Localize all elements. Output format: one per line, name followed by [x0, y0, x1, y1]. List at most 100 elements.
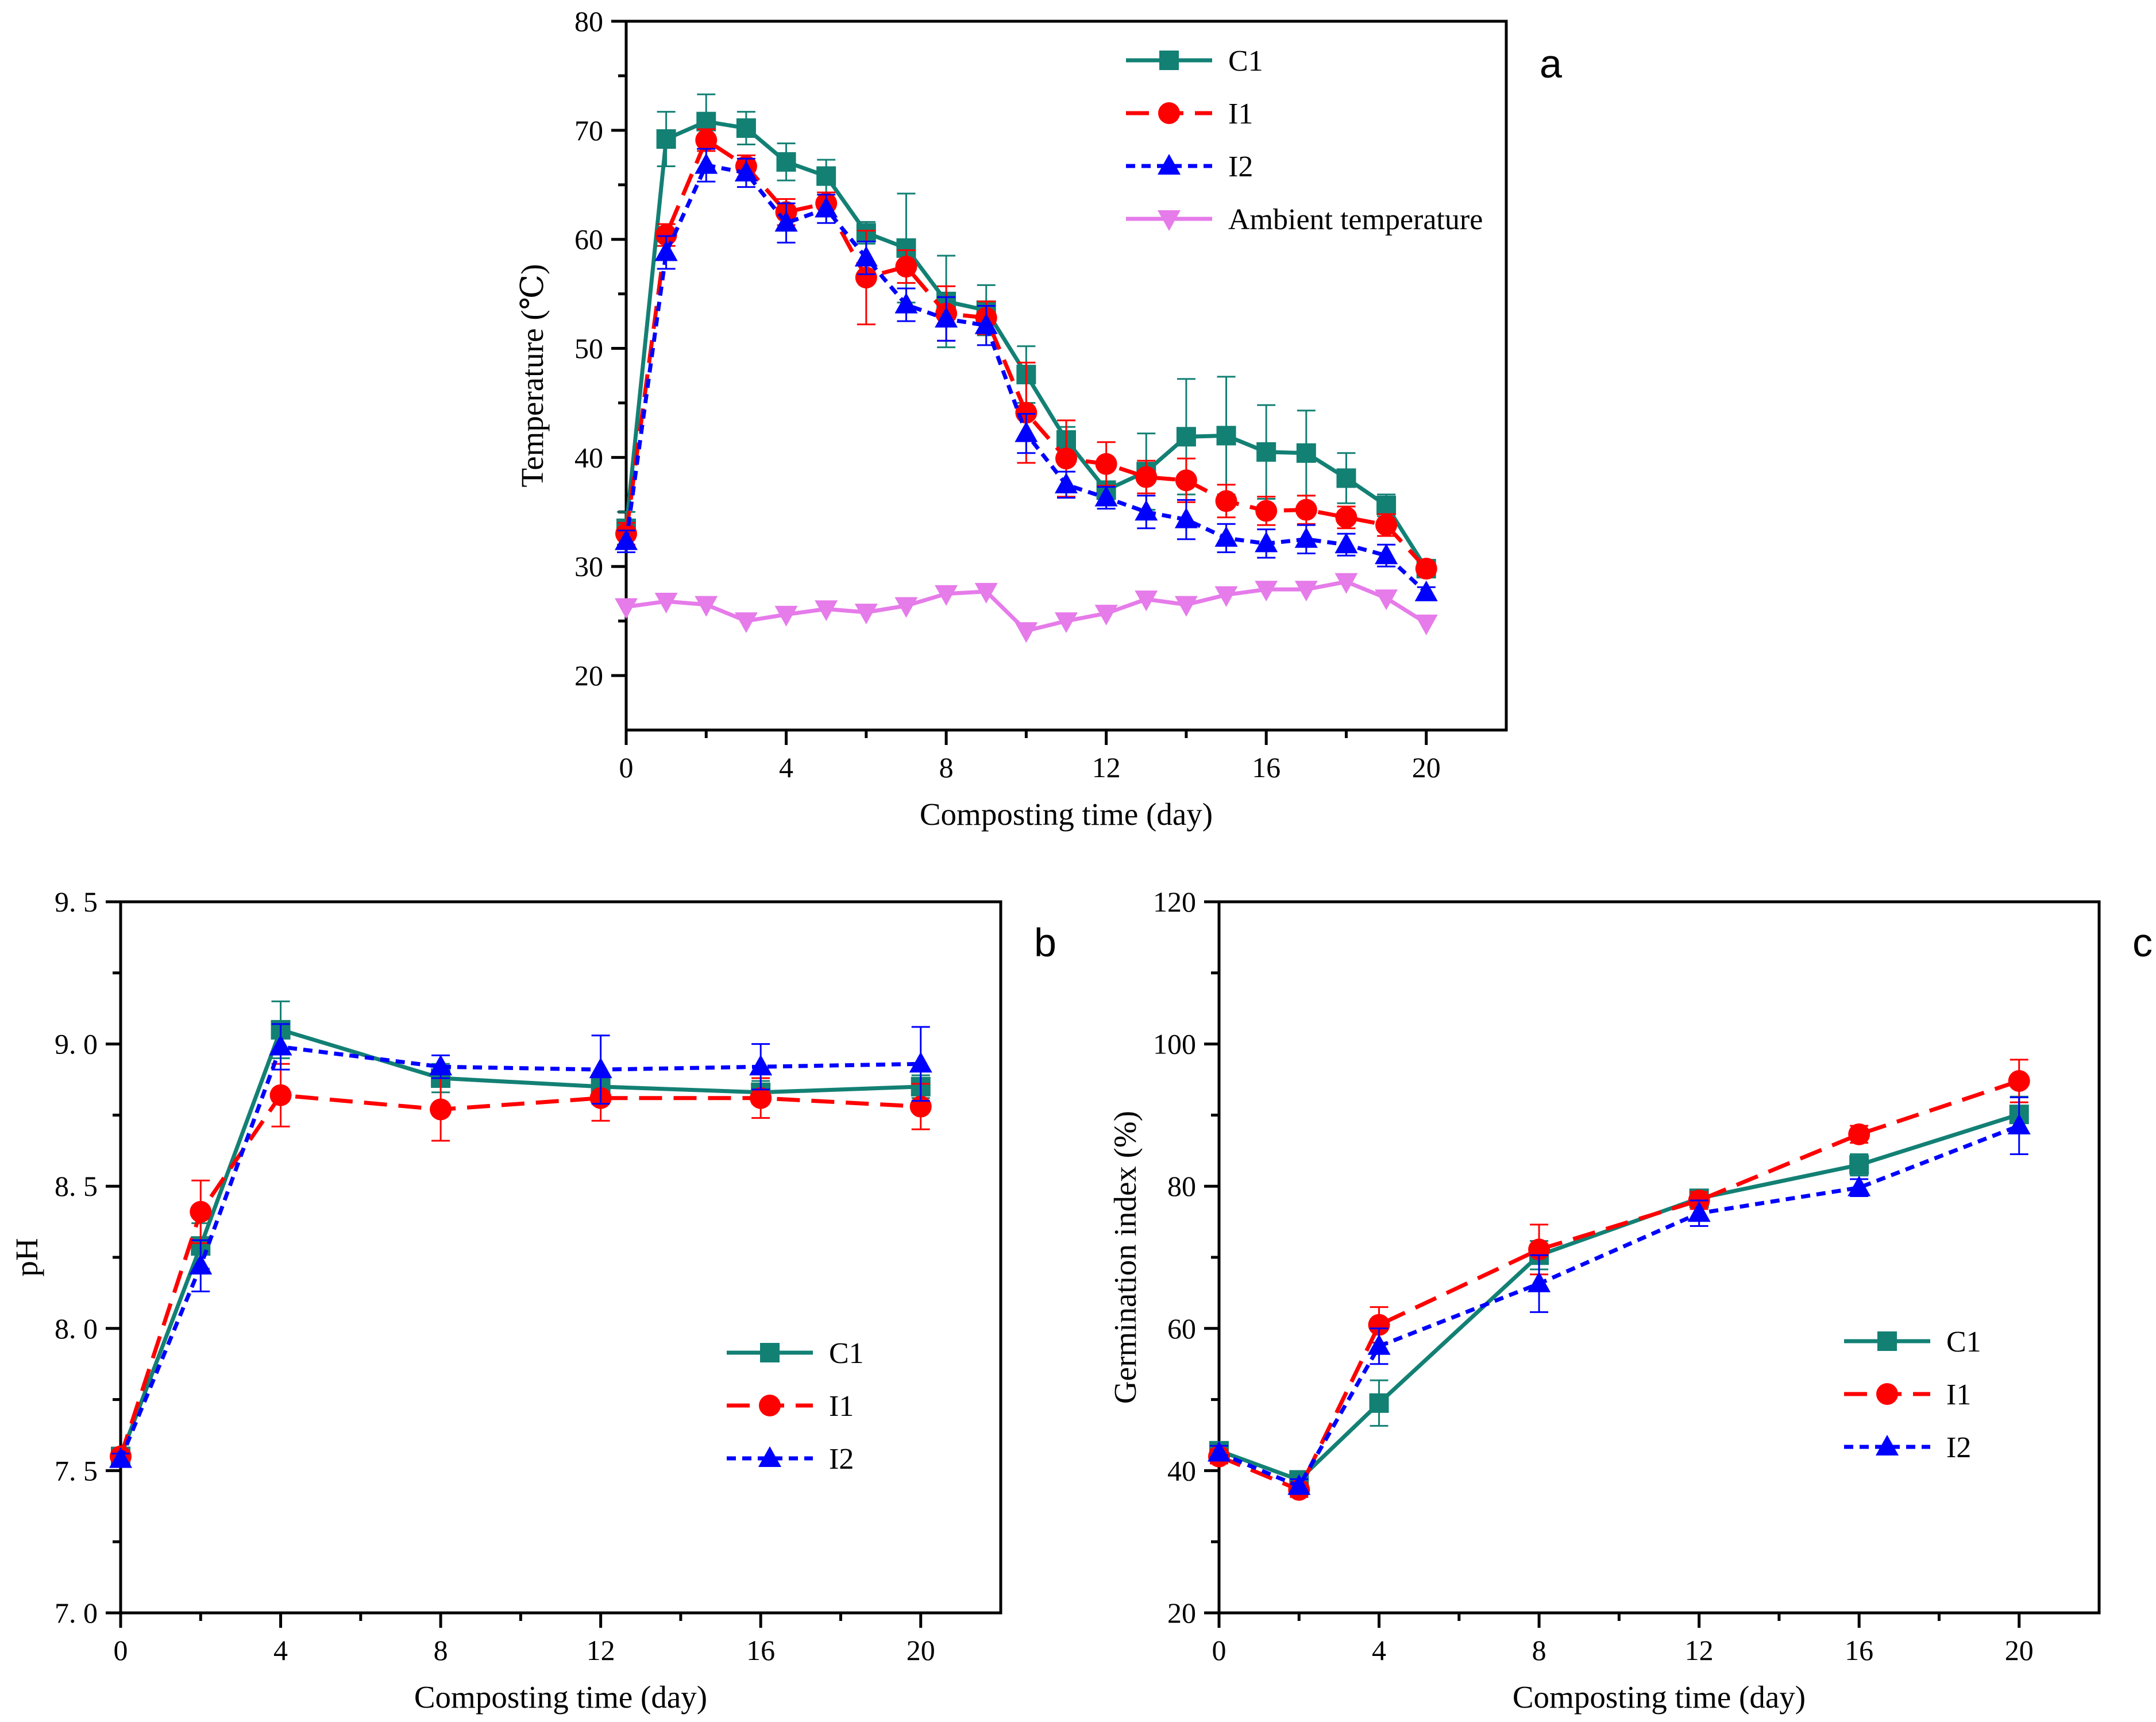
panel-a-c1-point: [1176, 427, 1196, 447]
panel-c-i2-point: [1528, 1271, 1551, 1292]
panel-b-i2-point: [429, 1055, 453, 1076]
panel-a-legend-label: I2: [1228, 150, 1253, 183]
panel-c-y-tick-label: 60: [1167, 1312, 1196, 1345]
panel-c-x-tick-label: 8: [1532, 1634, 1546, 1666]
panel-a-plot-frame: [624, 20, 1508, 732]
panel-a-y-axis-title: Temperature (℃): [515, 264, 550, 487]
panel-c-x-tick-label: 16: [1845, 1634, 1873, 1666]
panel-b-i2-point: [749, 1055, 773, 1076]
panel-b-i2-point: [269, 1034, 292, 1056]
panel-b-y-tick-label: 9. 0: [55, 1028, 98, 1060]
panel-b-series-c1: [111, 1000, 931, 1466]
panel-a-i2-point: [974, 313, 998, 334]
panel-a-series: [615, 93, 1438, 643]
panel-a-i2-point: [1294, 527, 1318, 548]
panel-b-legend-label: I2: [829, 1443, 854, 1476]
panel-c-i2-point: [1848, 1175, 1871, 1196]
panel-a-x-axis-title: Composting time (day): [920, 797, 1213, 832]
panel-c-x-tick-label: 12: [1685, 1634, 1714, 1666]
panel-a-legend-label: I1: [1228, 98, 1253, 130]
panel-b-x-axis-title: Composting time (day): [414, 1679, 707, 1715]
panel-b-i2-point: [909, 1052, 932, 1073]
panel-b-i2-point: [589, 1057, 612, 1079]
panel-a-i2-point: [1255, 531, 1278, 553]
panel-b-letter: b: [1034, 920, 1056, 965]
panel-c-c1-point: [1369, 1393, 1389, 1413]
panel-a-ambient-point: [774, 605, 798, 627]
panel-a-ambient-point: [854, 603, 878, 624]
panel-a-i2-point: [654, 240, 678, 261]
panel-a-c1-point: [776, 152, 796, 172]
panel-c-legend-item-c1: C1: [1844, 1326, 1981, 1358]
panel-c-c1-point: [1849, 1155, 1869, 1175]
panel-a-i1-point: [1215, 490, 1237, 512]
panel-c-legend: C1 I1 I2: [1844, 1326, 1981, 1464]
panel-a-y-tick-label: 70: [574, 114, 603, 146]
panel-b-plot-frame: [119, 900, 1002, 1615]
panel-b-series-i2: [109, 1023, 932, 1468]
panel-c-y-tick-label: 100: [1153, 1028, 1196, 1060]
panel-c-legend-item-i2: I2: [1844, 1431, 1971, 1464]
panel-a-c1-point: [1296, 443, 1316, 463]
panel-a-ambient-point: [695, 596, 718, 617]
panel-a-series-ambient: [615, 573, 1438, 643]
panel-b-x-tick-label: 0: [114, 1634, 128, 1666]
panel-a-c1-point: [1376, 495, 1397, 515]
panel-b-x-tick-label: 4: [273, 1634, 288, 1666]
panel-a-c1-point: [1256, 442, 1276, 462]
panel-a-c1-point: [1216, 426, 1236, 446]
panel-a-series-i2: [615, 148, 1438, 601]
panel-c-legend-label: I1: [1946, 1379, 1971, 1411]
panel-a-i2-point: [615, 529, 638, 550]
panel-a-i1-point: [1255, 500, 1278, 522]
panel-c-y-tick-label: 20: [1167, 1597, 1196, 1629]
panel-b-i1-point: [430, 1098, 452, 1121]
panel-c-legend-marker: [1876, 1435, 1899, 1455]
panel-c-x-tick-label: 4: [1372, 1634, 1386, 1666]
panel-b-i1-point: [269, 1084, 292, 1106]
panel-a-c1-point: [656, 129, 676, 149]
panel-a-y-tick-label: 60: [574, 223, 603, 256]
panel-b-legend-marker: [758, 1446, 781, 1467]
panel-a-i2-point: [1055, 472, 1078, 493]
panel-a-i1-point: [855, 267, 877, 289]
panel-a-i2-point: [1094, 485, 1118, 507]
panel-a-i2-point: [695, 153, 718, 174]
panel-c-legend-marker: [1876, 1383, 1898, 1405]
panel-a-y-tick-label: 30: [574, 550, 603, 582]
panel-a-ambient-point: [974, 582, 998, 604]
panel-c-i2-point: [2007, 1113, 2031, 1134]
panel-a-c1-point: [696, 111, 716, 132]
panel-a-ambient-point: [1055, 612, 1078, 634]
panel-a-ambient-point: [1294, 581, 1318, 602]
panel-c-letter: c: [2132, 920, 2153, 965]
panel-c-legend-label: C1: [1946, 1326, 1981, 1358]
panel-c-legend-label: I2: [1946, 1431, 1971, 1464]
panel-a-letter: a: [1540, 41, 1562, 86]
panel-a-x-tick-label: 4: [779, 751, 793, 783]
panel-c-series-i1: [1208, 1059, 2030, 1501]
panel-a-c1-point: [736, 118, 756, 138]
panel-b-legend-item-i2: I2: [727, 1443, 854, 1476]
panel-b-i1-point: [190, 1200, 212, 1223]
panel-a-y-tick-label: 50: [574, 333, 603, 365]
panel-a-i2-point: [854, 245, 878, 267]
panel-a-i2-point: [1174, 507, 1198, 528]
panel-b-legend-item-c1: C1: [727, 1337, 864, 1370]
panel-c-x-tick-label: 20: [2005, 1634, 2034, 1666]
panel-c-i2-point: [1367, 1334, 1391, 1355]
panel-c-germination-chart: 0 4 8 12 16 20 20 40 60 80 100 120 Composting time …: [1108, 886, 2153, 1715]
panel-a-x-tick-label: 20: [1412, 751, 1441, 783]
panel-a-i2-point: [1335, 532, 1358, 554]
panel-a-ambient-point: [654, 592, 678, 613]
panel-a-ticks: 0 4 8 12 16 20 20 30 40 50 60 70 80: [574, 5, 1441, 783]
panel-a-i2-point: [1135, 500, 1158, 521]
panel-a-i2-point: [1214, 526, 1238, 547]
panel-a-i2-point: [774, 211, 798, 232]
panel-b-x-tick-label: 12: [587, 1634, 615, 1666]
panel-a-ambient-point: [1094, 604, 1118, 626]
panel-c-y-tick-label: 80: [1167, 1170, 1196, 1202]
panel-c-i1-point: [2008, 1070, 2030, 1092]
panel-c-i1-point: [1368, 1314, 1390, 1336]
